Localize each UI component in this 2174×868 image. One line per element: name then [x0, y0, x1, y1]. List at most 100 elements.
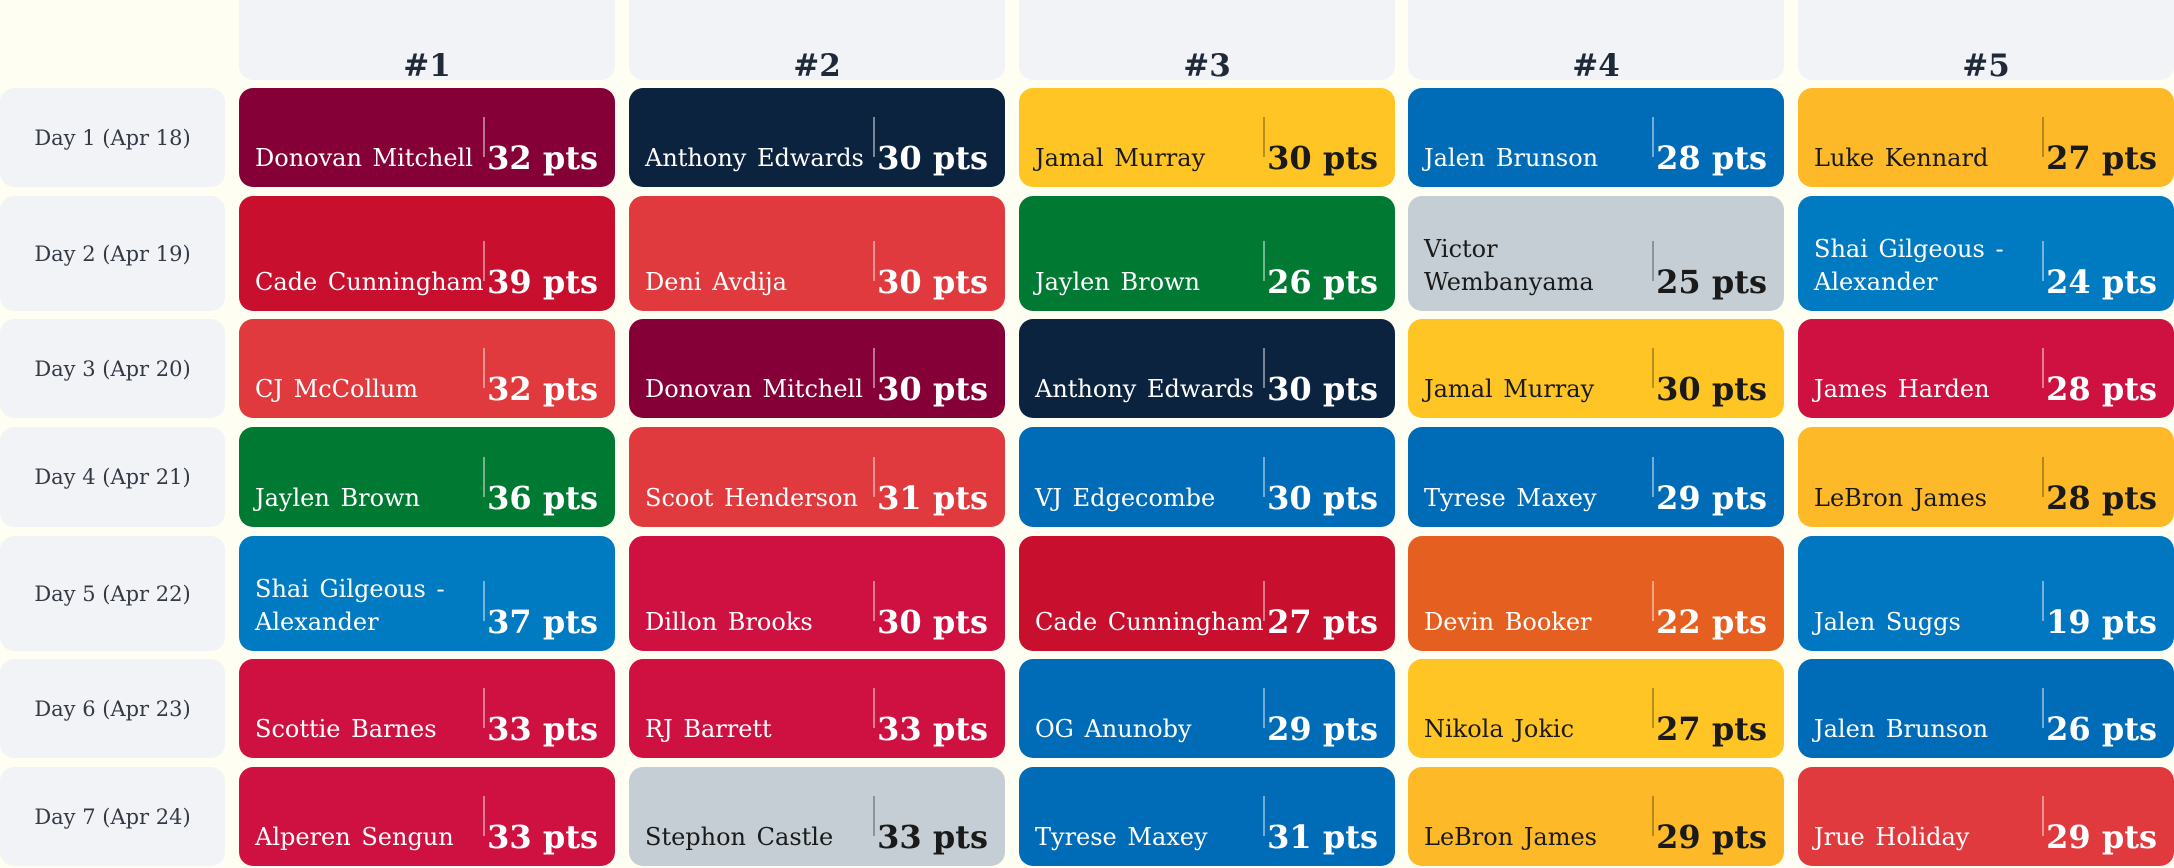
player-name: Luke Kennard — [1814, 144, 1989, 172]
player-name: Cade Cunningham — [255, 268, 484, 296]
card-divider — [873, 117, 875, 157]
card-divider — [1652, 688, 1654, 728]
player-card[interactable]: Jamal Murray 30 pts — [1408, 319, 1784, 418]
player-card[interactable]: VJ Edgecombe 30 pts — [1019, 427, 1395, 527]
player-card[interactable]: LeBron James 29 pts — [1408, 767, 1784, 866]
card-divider — [1263, 348, 1265, 388]
rank-label: #3 — [1183, 48, 1231, 84]
player-card[interactable]: Cade Cunningham 39 pts — [239, 196, 615, 311]
player-name: Dillon Brooks — [645, 608, 813, 636]
player-card[interactable]: Donovan Mitchell 30 pts — [629, 319, 1005, 418]
player-card[interactable]: Devin Booker 22 pts — [1408, 536, 1784, 651]
player-name: Nikola Jokic — [1424, 715, 1575, 743]
card-divider — [483, 117, 485, 157]
player-card[interactable]: Victor Wembanyama 25 pts — [1408, 196, 1784, 311]
player-points: 37 pts — [487, 603, 598, 641]
player-card[interactable]: Deni Avdija 30 pts — [629, 196, 1005, 311]
player-points: 28 pts — [2046, 370, 2157, 408]
card-divider — [873, 581, 875, 621]
player-card[interactable]: CJ McCollum 32 pts — [239, 319, 615, 418]
card-divider — [1652, 581, 1654, 621]
player-points: 30 pts — [877, 263, 988, 301]
day-label-cell: Day 3 (Apr 20) — [0, 319, 225, 418]
player-card[interactable]: Tyrese Maxey 29 pts — [1408, 427, 1784, 527]
column-header: #2 — [629, 0, 1005, 84]
player-name: Shai Gilgeous - Alexander — [1814, 235, 2004, 296]
player-points: 32 pts — [487, 370, 598, 408]
player-points: 33 pts — [487, 710, 598, 748]
card-divider — [2042, 241, 2044, 281]
player-name: Scoot Henderson — [645, 484, 858, 512]
rank-label: #1 — [403, 48, 451, 84]
card-divider — [483, 348, 485, 388]
card-divider — [1652, 241, 1654, 281]
card-divider — [873, 348, 875, 388]
player-card[interactable]: Jaylen Brown 36 pts — [239, 427, 615, 527]
player-card[interactable]: Shai Gilgeous - Alexander 24 pts — [1798, 196, 2174, 311]
player-card[interactable]: Anthony Edwards 30 pts — [629, 88, 1005, 187]
player-card[interactable]: LeBron James 28 pts — [1798, 427, 2174, 527]
player-card[interactable]: Stephon Castle 33 pts — [629, 767, 1005, 866]
player-name: Anthony Edwards — [1035, 375, 1254, 403]
player-card[interactable]: Jalen Brunson 28 pts — [1408, 88, 1784, 187]
player-points: 32 pts — [487, 139, 598, 177]
player-card[interactable]: James Harden 28 pts — [1798, 319, 2174, 418]
player-card[interactable]: OG Anunoby 29 pts — [1019, 659, 1395, 758]
card-divider — [1652, 457, 1654, 497]
column-header: #3 — [1019, 0, 1395, 84]
player-card[interactable]: Alperen Sengun 33 pts — [239, 767, 615, 866]
player-points: 27 pts — [1267, 603, 1378, 641]
player-card[interactable]: Jrue Holiday 29 pts — [1798, 767, 2174, 866]
player-card[interactable]: Shai Gilgeous - Alexander 37 pts — [239, 536, 615, 651]
player-card[interactable]: Jalen Suggs 19 pts — [1798, 536, 2174, 651]
player-card[interactable]: Jamal Murray 30 pts — [1019, 88, 1395, 187]
player-card[interactable]: Scoot Henderson 31 pts — [629, 427, 1005, 527]
player-card[interactable]: Jaylen Brown 26 pts — [1019, 196, 1395, 311]
day-label-cell: Day 2 (Apr 19) — [0, 196, 225, 311]
card-divider — [1263, 796, 1265, 836]
player-points: 25 pts — [1656, 263, 1767, 301]
rank-label: #2 — [793, 48, 841, 84]
card-divider — [1263, 241, 1265, 281]
card-divider — [873, 688, 875, 728]
player-name: Alperen Sengun — [255, 823, 454, 851]
player-card[interactable]: Anthony Edwards 30 pts — [1019, 319, 1395, 418]
player-name: CJ McCollum — [255, 375, 419, 403]
card-divider — [2042, 581, 2044, 621]
day-label: Day 2 (Apr 19) — [34, 241, 191, 266]
player-points: 22 pts — [1656, 603, 1767, 641]
card-divider — [483, 688, 485, 728]
player-name: Jaylen Brown — [255, 484, 421, 512]
player-points: 30 pts — [1267, 370, 1378, 408]
player-name: Scottie Barnes — [255, 715, 437, 743]
player-card[interactable]: Donovan Mitchell 32 pts — [239, 88, 615, 187]
rank-label: #5 — [1962, 48, 2010, 84]
player-points: 28 pts — [1656, 139, 1767, 177]
player-card[interactable]: Luke Kennard 27 pts — [1798, 88, 2174, 187]
card-divider — [483, 796, 485, 836]
player-points: 36 pts — [487, 479, 598, 517]
card-divider — [1263, 457, 1265, 497]
player-name: Jalen Brunson — [1424, 144, 1599, 172]
day-label-cell: Day 1 (Apr 18) — [0, 88, 225, 187]
player-card[interactable]: RJ Barrett 33 pts — [629, 659, 1005, 758]
player-points: 31 pts — [877, 479, 988, 517]
card-divider — [873, 796, 875, 836]
day-label-cell: Day 6 (Apr 23) — [0, 659, 225, 758]
player-card[interactable]: Jalen Brunson 26 pts — [1798, 659, 2174, 758]
card-divider — [1652, 348, 1654, 388]
day-label: Day 4 (Apr 21) — [34, 465, 191, 489]
player-card[interactable]: Cade Cunningham 27 pts — [1019, 536, 1395, 651]
player-card[interactable]: Tyrese Maxey 31 pts — [1019, 767, 1395, 866]
player-name: Shai Gilgeous - Alexander — [255, 575, 445, 636]
player-points: 33 pts — [487, 818, 598, 856]
player-card[interactable]: Dillon Brooks 30 pts — [629, 536, 1005, 651]
player-points: 29 pts — [1656, 479, 1767, 517]
player-name: VJ Edgecombe — [1035, 484, 1216, 512]
card-divider — [2042, 348, 2044, 388]
player-card[interactable]: Nikola Jokic 27 pts — [1408, 659, 1784, 758]
player-card[interactable]: Scottie Barnes 33 pts — [239, 659, 615, 758]
player-name: Tyrese Maxey — [1424, 484, 1597, 512]
player-points: 29 pts — [2046, 818, 2157, 856]
